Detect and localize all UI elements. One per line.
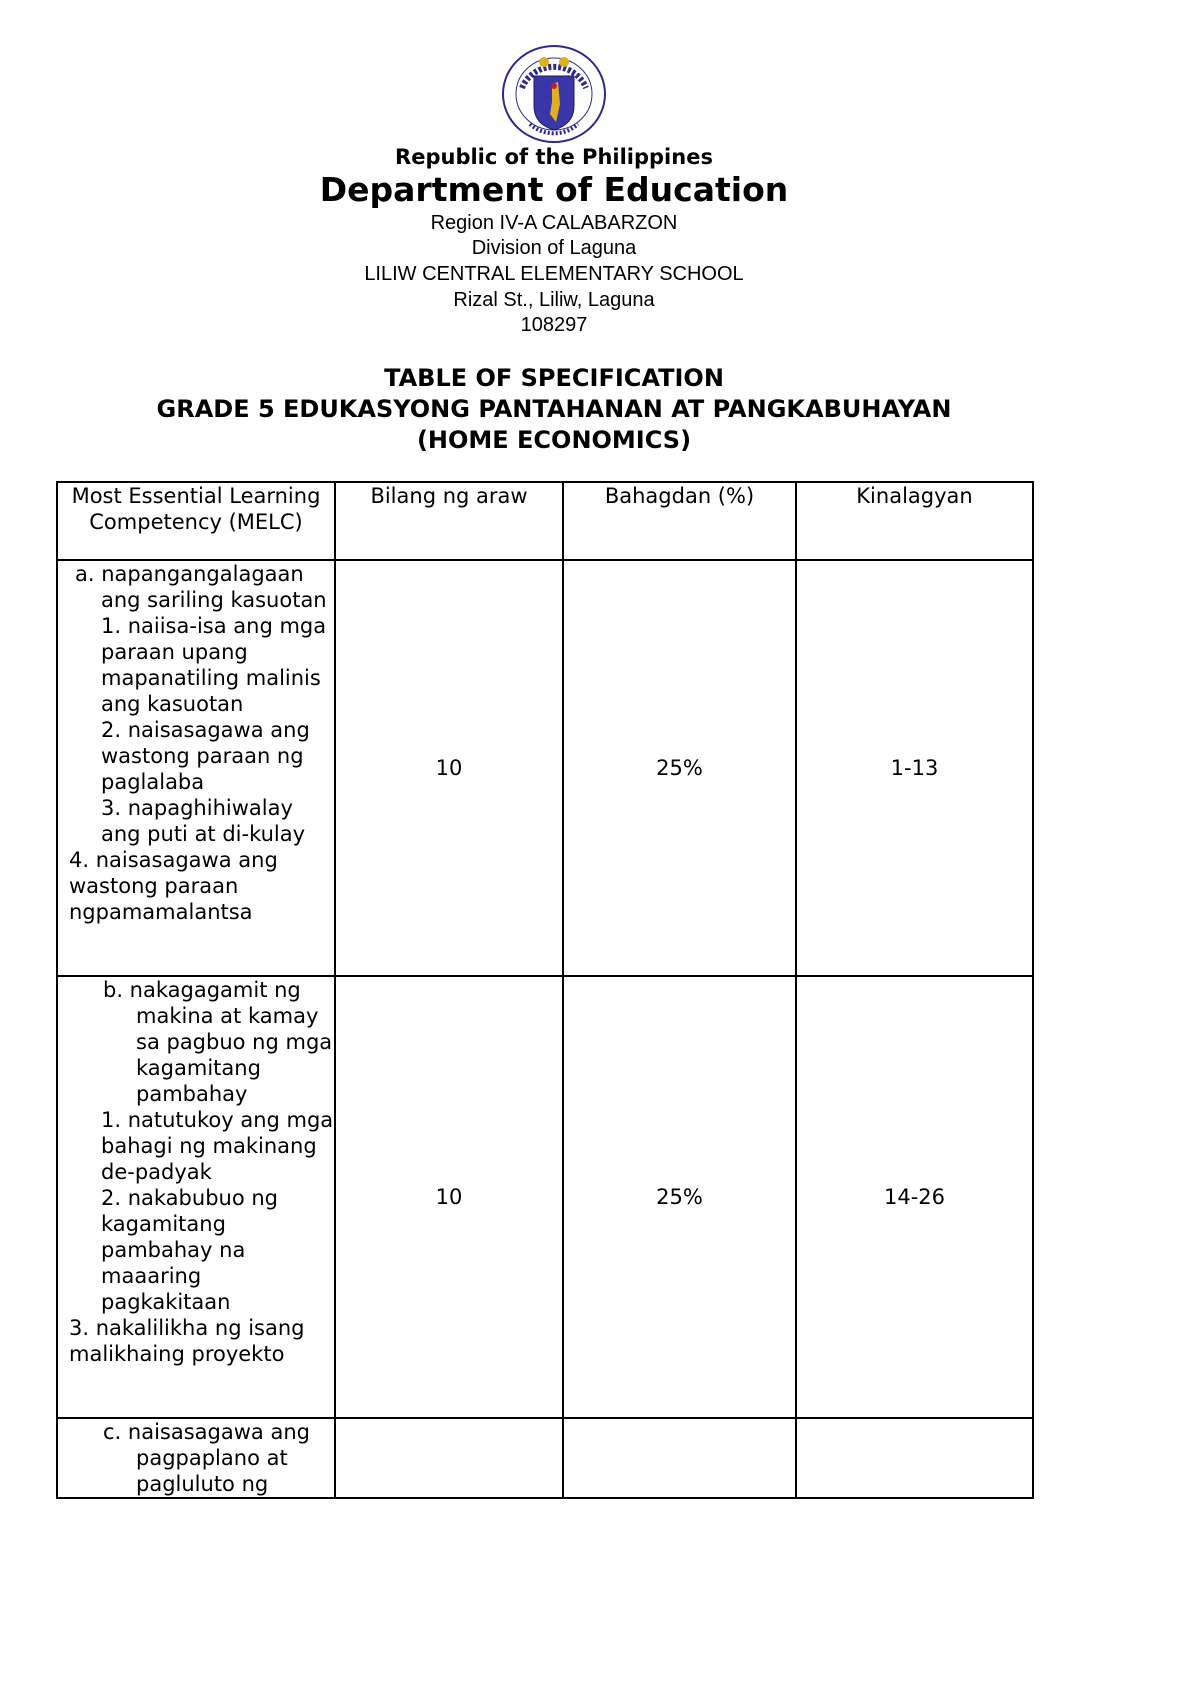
competency-sub: 1. natutukoy ang mga bahagi ng makinang … — [101, 1108, 334, 1184]
department-heading: Department of Education — [319, 170, 789, 209]
school-address: Rizal St., Liliw, Laguna — [453, 289, 655, 311]
percent-cell: 25% — [562, 559, 797, 977]
school-id: 108297 — [520, 314, 588, 336]
placement-cell — [795, 1417, 1034, 1499]
doc-title: TABLE OF SPECIFICATION — [384, 364, 724, 392]
competency-sub: 4. naisasagawa ang wastong paraan ngpama… — [69, 848, 278, 924]
table-row: a. napangangalagaan ang sariling kasuota… — [56, 559, 1034, 977]
column-header-placement: Kinalagyan — [795, 481, 1034, 561]
column-header-melc: Most Essential Learning Competency (MELC… — [56, 481, 336, 561]
placement-cell: 1-13 — [795, 559, 1034, 977]
competency-sub: 2. nakabubuo ng kagamitang pambahay na m… — [101, 1186, 278, 1314]
competency-sub: 3. napaghihiwalay ang puti at di-kulay — [101, 796, 306, 846]
table-row: c. naisasagawa ang pagpaplano at paglulu… — [56, 1417, 1034, 1499]
competency-sub: 3. nakalilikha ng isang malikhaing proye… — [69, 1316, 305, 1366]
school-name: LILIW CENTRAL ELEMENTARY SCHOOL — [364, 263, 744, 285]
competency-main: a. napangangalagaan ang sariling kasuota… — [75, 562, 327, 612]
table-header-row: Most Essential Learning Competency (MELC… — [56, 481, 1034, 561]
days-cell: 10 — [334, 559, 564, 977]
placement-cell: 14-26 — [795, 975, 1034, 1419]
column-header-days: Bilang ng araw — [334, 481, 564, 561]
days-cell — [334, 1417, 564, 1499]
competency-main: c. naisasagawa ang pagpaplano at paglulu… — [103, 1420, 310, 1496]
table-row: b. nakagagamit ng makina at kamay sa pag… — [56, 975, 1034, 1419]
region-text: Region IV-A CALABARZON — [430, 212, 678, 234]
melc-cell: a. napangangalagaan ang sariling kasuota… — [56, 559, 336, 977]
deped-seal-logo — [502, 45, 606, 143]
division-text: Division of Laguna — [471, 237, 637, 259]
competency-sub: 2. naisasagawa ang wastong paraan ng pag… — [101, 718, 310, 794]
doc-subtitle: GRADE 5 EDUKASYONG PANTAHANAN AT PANGKAB… — [156, 395, 952, 423]
competency-sub: 1. naiisa-isa ang mga paraan upang mapan… — [101, 614, 327, 716]
percent-cell — [562, 1417, 797, 1499]
melc-cell: b. nakagagamit ng makina at kamay sa pag… — [56, 975, 336, 1419]
competency-main: b. nakagagamit ng makina at kamay sa pag… — [103, 978, 333, 1106]
days-cell: 10 — [334, 975, 564, 1419]
column-header-percent: Bahagdan (%) — [562, 481, 797, 561]
percent-cell: 25% — [562, 975, 797, 1419]
republic-heading: Republic of the Philippines — [395, 145, 713, 169]
specification-table: Most Essential Learning Competency (MELC… — [56, 481, 1034, 1499]
doc-subtitle-2: (HOME ECONOMICS) — [416, 426, 692, 454]
melc-cell: c. naisasagawa ang pagpaplano at paglulu… — [56, 1417, 336, 1499]
